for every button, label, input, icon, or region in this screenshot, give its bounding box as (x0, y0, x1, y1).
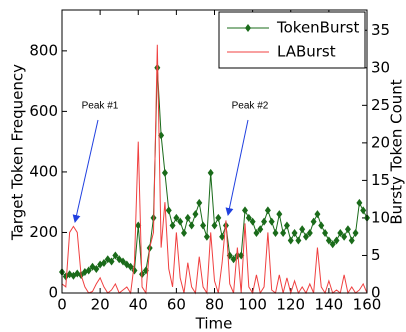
legend-label: TokenBurst (276, 19, 359, 37)
point (127, 262, 134, 271)
annotation: Peak #1 (82, 101, 119, 112)
y2-tick-label: 10 (371, 208, 390, 226)
point (272, 228, 279, 237)
point (337, 228, 344, 237)
annotation: Peak #2 (232, 101, 269, 112)
point (325, 236, 332, 245)
point (249, 217, 256, 226)
y2-tick-label: 35 (371, 21, 390, 39)
point (264, 206, 271, 215)
point (257, 225, 264, 234)
x-tick-label: 80 (205, 296, 224, 314)
annotation-arrow (225, 119, 249, 216)
x-tick-label: 20 (91, 296, 110, 314)
point (181, 228, 187, 237)
annotation-arrow (72, 119, 99, 223)
x-tick-label: 60 (167, 296, 186, 314)
point (196, 198, 203, 207)
point (299, 225, 306, 234)
point (352, 228, 359, 237)
point (318, 221, 325, 230)
point (333, 236, 340, 245)
point (344, 225, 351, 234)
point (276, 210, 283, 219)
y2-tick-label: 30 (371, 58, 390, 76)
x-axis-label: Time (195, 315, 233, 332)
point (329, 240, 336, 249)
point (169, 221, 176, 230)
x-tick-label: 140 (315, 296, 344, 314)
point (203, 232, 210, 241)
x-tick-label: 0 (57, 296, 67, 314)
series-line (61, 44, 368, 295)
y2-tick-label: 15 (371, 171, 390, 189)
point (306, 228, 313, 237)
point (207, 168, 214, 177)
point (310, 217, 317, 226)
point (200, 221, 207, 230)
point (108, 257, 115, 266)
point (158, 131, 165, 140)
point (120, 257, 126, 266)
point (211, 221, 218, 230)
y2-axis-label: Bursty Token Count (388, 79, 406, 224)
point (112, 251, 119, 260)
x-tick-label: 40 (129, 296, 148, 314)
point (303, 232, 309, 241)
point (165, 206, 172, 215)
point (356, 198, 363, 207)
point (253, 228, 260, 237)
point (188, 221, 195, 230)
x-tick-label: 100 (238, 296, 267, 314)
legend-marker (245, 24, 251, 32)
point (238, 251, 245, 260)
point (322, 228, 329, 237)
point (314, 210, 321, 219)
point (287, 236, 294, 245)
y-tick-label: 400 (29, 162, 58, 180)
y2-tick-label: 25 (371, 96, 390, 114)
legend-label: LABurst (277, 43, 336, 61)
point (242, 206, 248, 215)
point (215, 213, 222, 222)
point (341, 232, 348, 241)
point (230, 255, 237, 264)
y2-tick-label: 20 (371, 133, 390, 151)
x-tick-label: 160 (353, 296, 382, 314)
y-tick-label: 800 (29, 41, 58, 59)
point (192, 210, 199, 219)
y-tick-label: 0 (48, 284, 58, 302)
point (261, 217, 268, 226)
y-tick-label: 200 (29, 223, 58, 241)
point (184, 213, 191, 222)
point (360, 206, 367, 215)
point (291, 228, 298, 237)
point (245, 213, 252, 222)
point (85, 266, 92, 275)
point (135, 221, 142, 230)
y2-tick-label: 5 (371, 246, 381, 264)
y2-tick-label: 0 (371, 284, 381, 302)
point (268, 217, 275, 226)
point (93, 264, 100, 273)
point (280, 228, 287, 237)
point (219, 232, 226, 241)
point (177, 217, 184, 226)
point (348, 236, 355, 245)
point (100, 258, 107, 267)
x-tick-label: 120 (276, 296, 305, 314)
y-tick-label: 600 (29, 102, 58, 120)
point (234, 251, 241, 260)
series-line (61, 67, 368, 278)
legend-box (218, 11, 366, 69)
point (173, 213, 180, 222)
point (283, 221, 290, 230)
plot-frame (61, 9, 368, 294)
y-axis-label: Target Token Frequency (9, 64, 27, 241)
point (295, 236, 302, 245)
point (161, 168, 168, 177)
